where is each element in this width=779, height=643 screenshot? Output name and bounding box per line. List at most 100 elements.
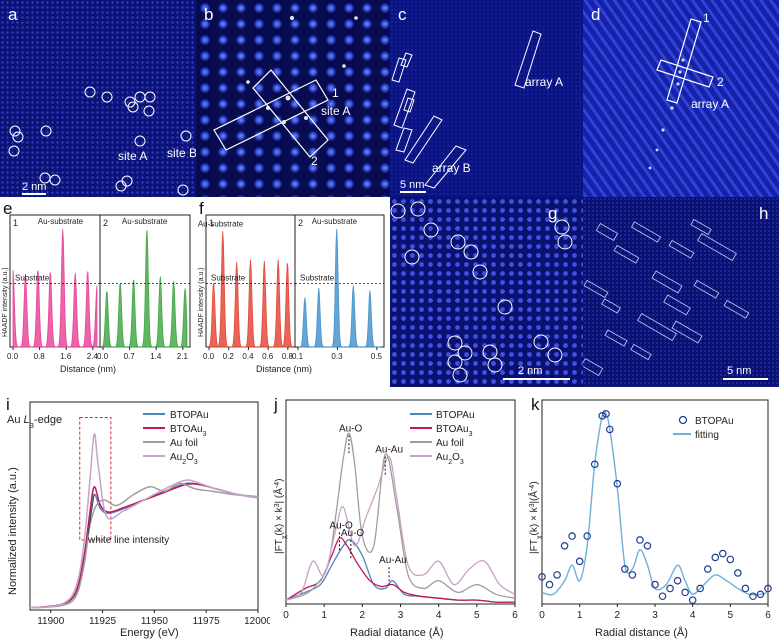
legend-label-0: BTOPAu — [436, 410, 475, 421]
subplot-index-label: 1 — [209, 218, 214, 228]
panel-h-svg: h 5 nm — [583, 197, 779, 387]
label-site-b: site B — [167, 146, 196, 160]
legend-label-1: BTOAu3 — [170, 424, 207, 438]
panel-i-chart: 11900 11925 11950 11975 12000 Au L3-edge white… — [0, 392, 270, 643]
panel-g-svg: g 2 nm — [390, 197, 583, 387]
substrate-annotation: Substrate — [300, 274, 335, 283]
data-point — [764, 584, 772, 593]
x-tick-label: 6 — [765, 610, 771, 621]
x-tick-label: 0.7 — [124, 352, 136, 361]
data-point — [606, 425, 614, 434]
label-site-a: site A — [118, 149, 147, 163]
site-circles-g — [390, 201, 573, 383]
label-site-a-b: site A — [321, 104, 350, 118]
profile-1-label-b: 1 — [332, 86, 339, 100]
scale-bar-label-g: 2 nm — [518, 365, 542, 377]
y-axis-label: HAADF intensity (a.u.) — [2, 267, 9, 337]
x-tick-label: 0.8 — [282, 352, 294, 361]
x-tick-label: 0.2 — [223, 352, 235, 361]
legend-label-2: Au foil — [170, 438, 198, 449]
series-line-3 — [285, 455, 516, 601]
x-tick-label: 1.6 — [60, 352, 72, 361]
panel-letter-d: d — [591, 5, 600, 24]
subplot-index-label: 2 — [298, 218, 303, 228]
data-point — [545, 580, 554, 589]
panel-letter-f: f — [199, 199, 204, 218]
x-tick-label: 0.8 — [34, 352, 46, 361]
x-tick-label: 11900 — [37, 616, 65, 627]
data-point — [756, 590, 765, 599]
profile-2-label-d: 2 — [717, 75, 724, 89]
data-point — [673, 576, 682, 585]
data-point — [651, 580, 659, 589]
panel-k-chart: 0 1 2 3 4 5 6 BTOPAu fitting Radial distance (Å) |… — [525, 392, 779, 643]
au-substrate-annotation: Au-substrate — [38, 217, 84, 226]
x-tick-label: 11950 — [141, 616, 169, 627]
x-tick-label: 0.0 — [7, 352, 19, 361]
x-axis-label: Radial diatance (Å) — [350, 626, 444, 639]
scale-bar-label-c: 5 nm — [400, 179, 424, 191]
data-point — [703, 565, 712, 573]
series-line-1 — [285, 537, 516, 603]
panel-g-micrograph: g 2 nm — [390, 197, 583, 387]
annotation-label-0: Au-O — [339, 423, 363, 434]
data-point — [666, 584, 674, 593]
plot-frame — [29, 401, 259, 611]
x-tick-label: 0.4 — [242, 352, 254, 361]
x-tick-label: 2 — [360, 610, 366, 621]
fitting-line — [541, 410, 769, 596]
site-circles — [8, 86, 192, 196]
x-tick-label: 0.0 — [203, 352, 215, 361]
x-tick-label: 11925 — [89, 616, 117, 627]
x-tick-label: 4 — [436, 610, 442, 621]
x-tick-label: 1.4 — [150, 352, 162, 361]
y-axis-label: HAADF intensity (a.u.) — [198, 267, 205, 337]
panel-b-svg: b 1 site A 2 — [196, 0, 390, 197]
line-profile-boxes — [213, 69, 329, 158]
x-tick-label: 5 — [728, 610, 734, 621]
panel-letter-k: k — [531, 395, 540, 414]
x-tick-label: 5 — [474, 610, 480, 621]
y-axis-label: |FTχ(k) × k3| (Å-4) — [272, 479, 288, 554]
annotation-label-1: Au-Au — [375, 445, 403, 456]
data-point — [696, 584, 705, 593]
data-point — [538, 573, 546, 581]
subplot-index-label: 1 — [13, 218, 18, 228]
annotation-pointer — [87, 494, 95, 536]
panel-d-micrograph: d 1 2 array A — [583, 0, 779, 197]
panel-b-micrograph: b 1 site A 2 — [196, 0, 390, 197]
data-point — [688, 596, 697, 604]
data-point — [726, 555, 735, 564]
x-tick-label: 0.5 — [371, 352, 383, 361]
x-tick-label: 3 — [398, 610, 404, 621]
data-point — [598, 412, 607, 420]
panel-k-svg: 0 1 2 3 4 5 6 BTOPAu fitting Radial distance (Å) |… — [527, 395, 772, 639]
x-tick-label: 12000 — [244, 616, 270, 627]
profile-2-label-b: 2 — [311, 154, 318, 168]
profile-area-2 — [298, 228, 381, 348]
profile-1-label-d: 1 — [703, 11, 710, 25]
x-tick-label: 4 — [690, 610, 696, 621]
data-point — [711, 553, 720, 562]
data-point — [560, 542, 569, 550]
x-tick-label: 6 — [512, 610, 518, 621]
series-line-0 — [285, 538, 516, 603]
label-array-b: array B — [432, 161, 471, 175]
series-line-3 — [29, 433, 259, 609]
x-tick-label: 3 — [652, 610, 658, 621]
panel-c-svg: c array A array B 5 nm — [390, 0, 583, 197]
panel-letter-a: a — [8, 5, 18, 24]
x-tick-label: 0 — [539, 610, 545, 621]
x-tick-label: 1 — [321, 610, 327, 621]
data-point — [734, 569, 742, 577]
x-tick-label: 2.1 — [177, 352, 189, 361]
panel-j-svg: 0 1 2 3 4 5 6Au-OAu-AuAu-OAu-OAu-AuBTOPAuBTOAu… — [272, 395, 518, 639]
legend-label-1: BTOAu3 — [436, 424, 473, 438]
legend-label-3: Au2O3 — [170, 452, 198, 466]
data-point — [621, 565, 629, 573]
panel-letter-b: b — [204, 5, 213, 24]
series-line-2 — [285, 432, 516, 601]
x-axis-label: Energy (eV) — [120, 627, 179, 639]
panel-letter-e: e — [3, 199, 12, 218]
